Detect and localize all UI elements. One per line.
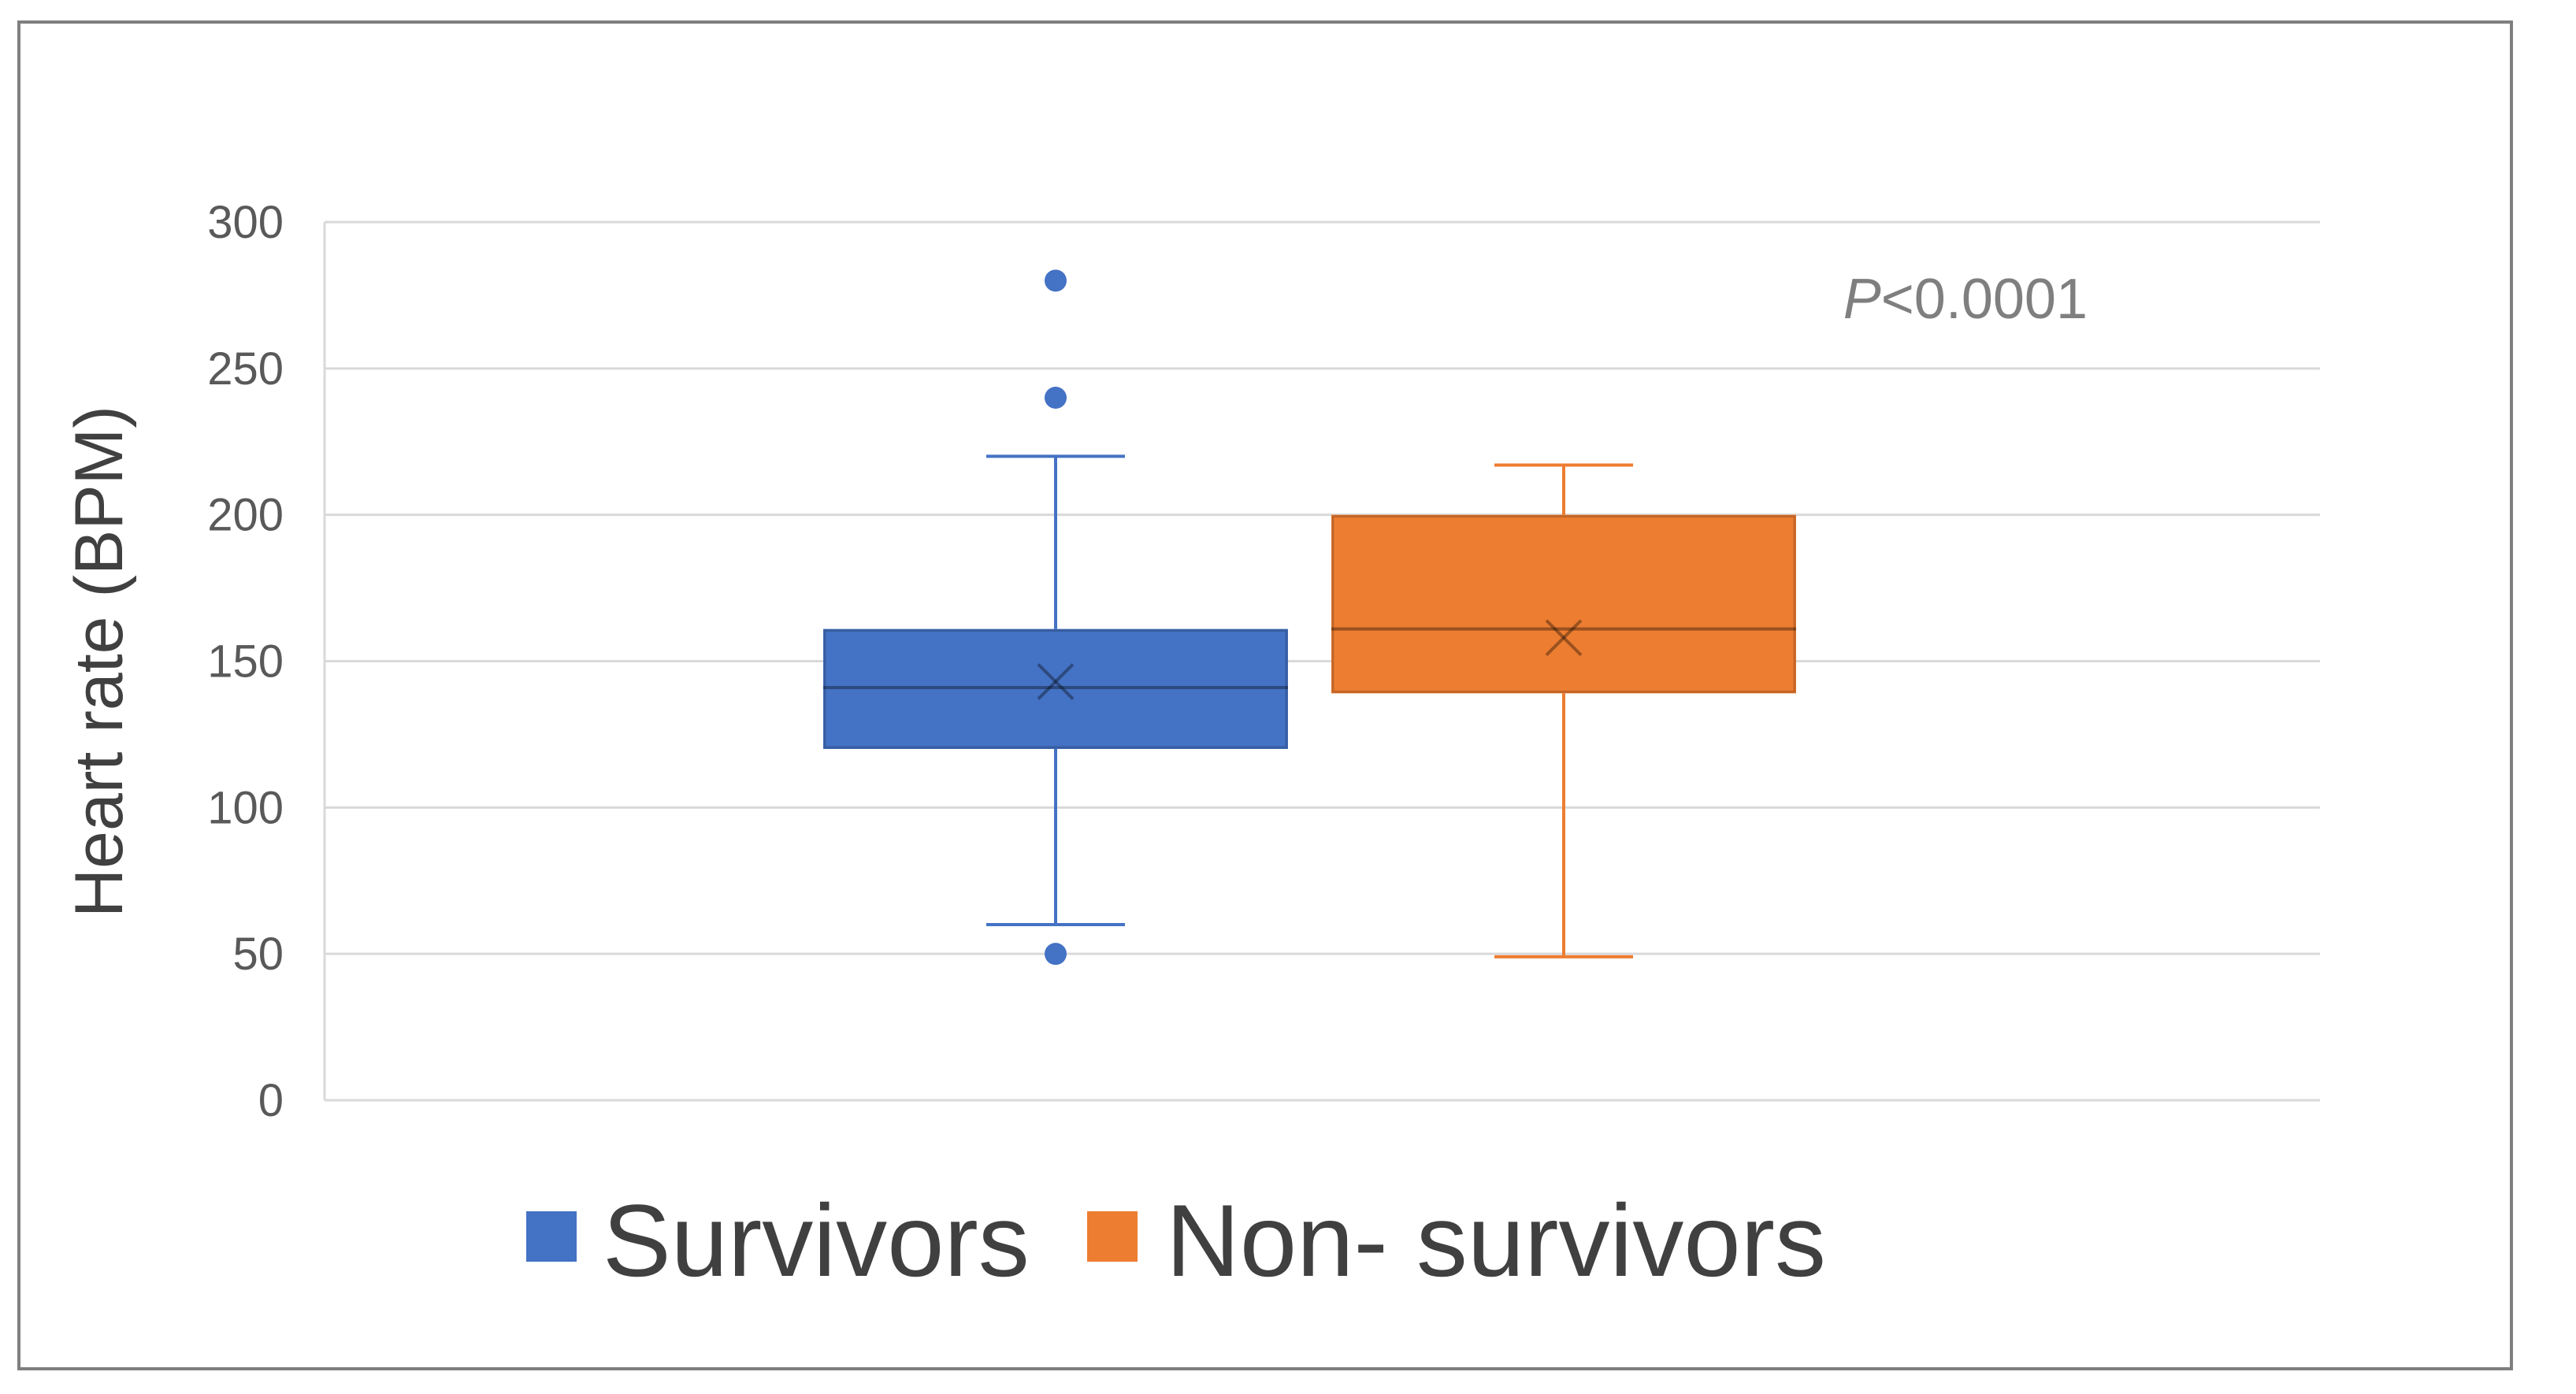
outlier-point xyxy=(1045,943,1067,966)
legend-label: Survivors xyxy=(603,1183,1030,1298)
mean-marker xyxy=(1545,619,1583,657)
box-outline xyxy=(1331,515,1796,693)
y-tick-label: 150 xyxy=(207,636,284,688)
mean-marker-stroke xyxy=(1545,619,1583,657)
outlier-point xyxy=(1045,387,1067,409)
mean-marker-stroke xyxy=(1037,663,1075,700)
chart-frame xyxy=(17,20,2513,1370)
box-survivors xyxy=(823,269,1288,966)
p-value-text: <0.0001 xyxy=(1881,268,2088,331)
outlier-point xyxy=(1045,269,1067,292)
mean-marker-stroke xyxy=(1545,619,1583,657)
y-axis-title: Heart rate (BPM) xyxy=(61,406,137,918)
box-non-survivors xyxy=(1331,463,1796,958)
box-series xyxy=(823,269,1796,966)
legend-item: Non- survivors xyxy=(1087,1183,1826,1298)
y-tick-label: 0 xyxy=(258,1075,284,1126)
legend-swatch xyxy=(526,1211,577,1262)
interquartile-box xyxy=(1331,514,1796,694)
y-tick-label: 100 xyxy=(207,782,284,833)
interquartile-box xyxy=(823,628,1288,749)
mean-marker xyxy=(1037,663,1075,700)
legend-swatch xyxy=(1087,1211,1138,1262)
box-outline xyxy=(823,629,1288,749)
legend: Survivors Non- survivors xyxy=(526,1183,1826,1298)
mean-marker-stroke xyxy=(1037,663,1075,700)
y-axis-ticks: 0 50 100 150 200 250 300 xyxy=(207,197,284,1126)
legend-item: Survivors xyxy=(526,1183,1030,1298)
p-value-annotation: P<0.0001 xyxy=(1843,268,2088,331)
p-value-symbol: P xyxy=(1843,268,1881,331)
legend-label: Non- survivors xyxy=(1166,1183,1826,1298)
y-tick-label: 300 xyxy=(207,197,284,248)
y-tick-label: 50 xyxy=(232,929,284,980)
y-tick-label: 200 xyxy=(207,490,284,541)
gridlines xyxy=(323,221,2320,1102)
y-tick-label: 250 xyxy=(207,343,284,395)
